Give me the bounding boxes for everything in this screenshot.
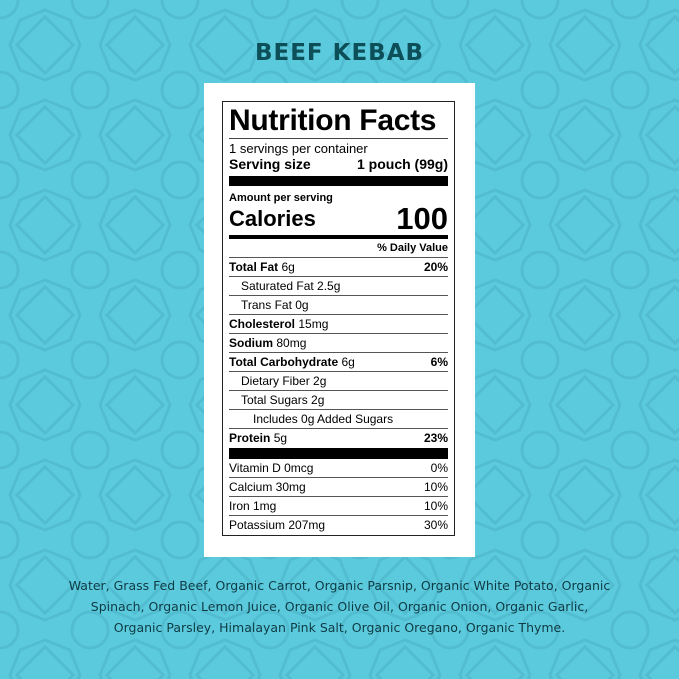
nutrient-label: Includes 0g Added Sugars [253,412,394,426]
daily-value-header-text: % Daily Value [377,242,448,254]
nutrient-name: Trans Fat 0g [241,296,309,314]
nutrient-row: Total Fat 6g 20% [229,257,448,276]
nutrient-amount: 80mg [276,336,307,350]
vitamin-name: Calcium 30mg [229,480,306,494]
serving-size-value: 1 pouch (99g) [356,156,448,172]
nutrient-name: Includes 0g Added Sugars [253,410,393,428]
nutrient-name: Total Sugars 2g [241,391,324,409]
servings-per-container: 1 servings per container [229,141,368,156]
nutrient-daily-value: 6% [430,355,448,369]
serving-size-row: Serving size 1 pouch (99g) [229,156,448,173]
nutrient-label: Protein [229,431,271,445]
vitamin-name: Iron 1mg [229,499,277,513]
nutrient-label: Cholesterol [229,317,296,331]
nutrition-facts-label: Nutrition Facts 1 servings per container… [222,101,455,536]
vitamin-row: Vitamin D 0mcg 0% [229,459,448,477]
nutrient-name: Sodium 80mg [229,334,306,352]
divider [229,176,448,186]
nutrient-amount: 6g [341,355,355,369]
ingredients-line: Water, Grass Fed Beef, Organic Carrot, O… [68,578,611,593]
nutrient-row: Total Carbohydrate 6g 6% [229,352,448,371]
nutrient-name: Saturated Fat 2.5g [241,277,340,295]
nutrient-row: Dietary Fiber 2g [229,371,448,390]
vitamin-daily-value: 30% [423,518,448,532]
nutrient-daily-value: 23% [423,431,448,445]
nutrient-label: Total Fat [229,260,279,274]
nutrient-row: Cholesterol 15mg [229,314,448,333]
nutrient-name: Protein 5g [229,429,287,447]
nutrient-name: Total Fat 6g [229,258,295,276]
calories-value: 100 [396,201,448,236]
divider [229,448,448,459]
ingredients-line: Spinach, Organic Lemon Juice, Organic Ol… [90,599,589,614]
ingredients: Water, Grass Fed Beef, Organic Carrot, O… [20,575,659,638]
calories-label: Calories [229,206,316,231]
nutrient-label: Trans Fat 0g [241,298,309,312]
nutrient-label: Total Sugars 2g [241,393,325,407]
product-title: BEEF KEBAB [254,40,425,66]
nutrient-row: Saturated Fat 2.5g [229,276,448,295]
divider [229,235,448,239]
vitamin-daily-value: 0% [430,461,448,475]
vitamin-row: Potassium 207mg 30% [229,515,448,534]
vitamin-daily-value: 10% [423,480,448,494]
nutrient-row: Protein 5g 23% [229,428,448,447]
calories-row: Calories 100 [229,201,448,236]
amount-per-serving: Amount per serving [229,192,333,204]
nutrition-facts-heading: Nutrition Facts [229,104,437,137]
nutrient-row: Includes 0g Added Sugars [229,409,448,428]
serving-size-label: Serving size [229,156,311,172]
nutrient-amount: 15mg [298,317,329,331]
nutrient-name: Dietary Fiber 2g [241,372,326,390]
nutrient-row: Total Sugars 2g [229,390,448,409]
nutrient-row: Trans Fat 0g [229,295,448,314]
daily-value-header: % Daily Value [229,239,448,257]
nutrient-row: Sodium 80mg [229,333,448,352]
nutrient-label: Dietary Fiber 2g [241,374,327,388]
nutrient-amount: 6g [281,260,295,274]
ingredients-line: Organic Parsley, Himalayan Pink Salt, Or… [113,620,566,635]
nutrient-daily-value: 20% [423,260,448,274]
nutrient-name: Cholesterol 15mg [229,315,328,333]
vitamin-name: Vitamin D 0mcg [229,461,314,475]
vitamin-row: Iron 1mg 10% [229,496,448,515]
nutrient-label: Total Carbohydrate [229,355,339,369]
nutrient-label: Sodium [229,336,273,350]
nutrient-amount: 5g [273,431,288,445]
vitamin-daily-value: 10% [423,499,448,513]
nutrient-name: Total Carbohydrate 6g [229,353,355,371]
nutrition-card: Nutrition Facts 1 servings per container… [204,83,475,557]
vitamin-name: Potassium 207mg [229,518,326,532]
vitamin-row: Calcium 30mg 10% [229,477,448,496]
nutrient-label: Saturated Fat 2.5g [241,279,341,293]
